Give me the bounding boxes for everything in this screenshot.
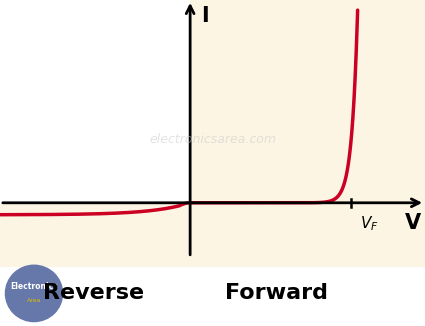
Bar	[0, 203, 425, 267]
Text: V: V	[405, 213, 422, 233]
Text: Electronics: Electronics	[10, 282, 58, 291]
Bar	[190, 0, 425, 267]
Text: electronicsarea.com: electronicsarea.com	[149, 132, 276, 145]
Text: I: I	[201, 6, 209, 26]
Text: $V_F$: $V_F$	[360, 214, 379, 232]
Circle shape	[6, 265, 62, 321]
Text: Forward: Forward	[225, 283, 328, 304]
Text: Area: Area	[27, 298, 41, 303]
Text: Reverse: Reverse	[43, 283, 144, 304]
